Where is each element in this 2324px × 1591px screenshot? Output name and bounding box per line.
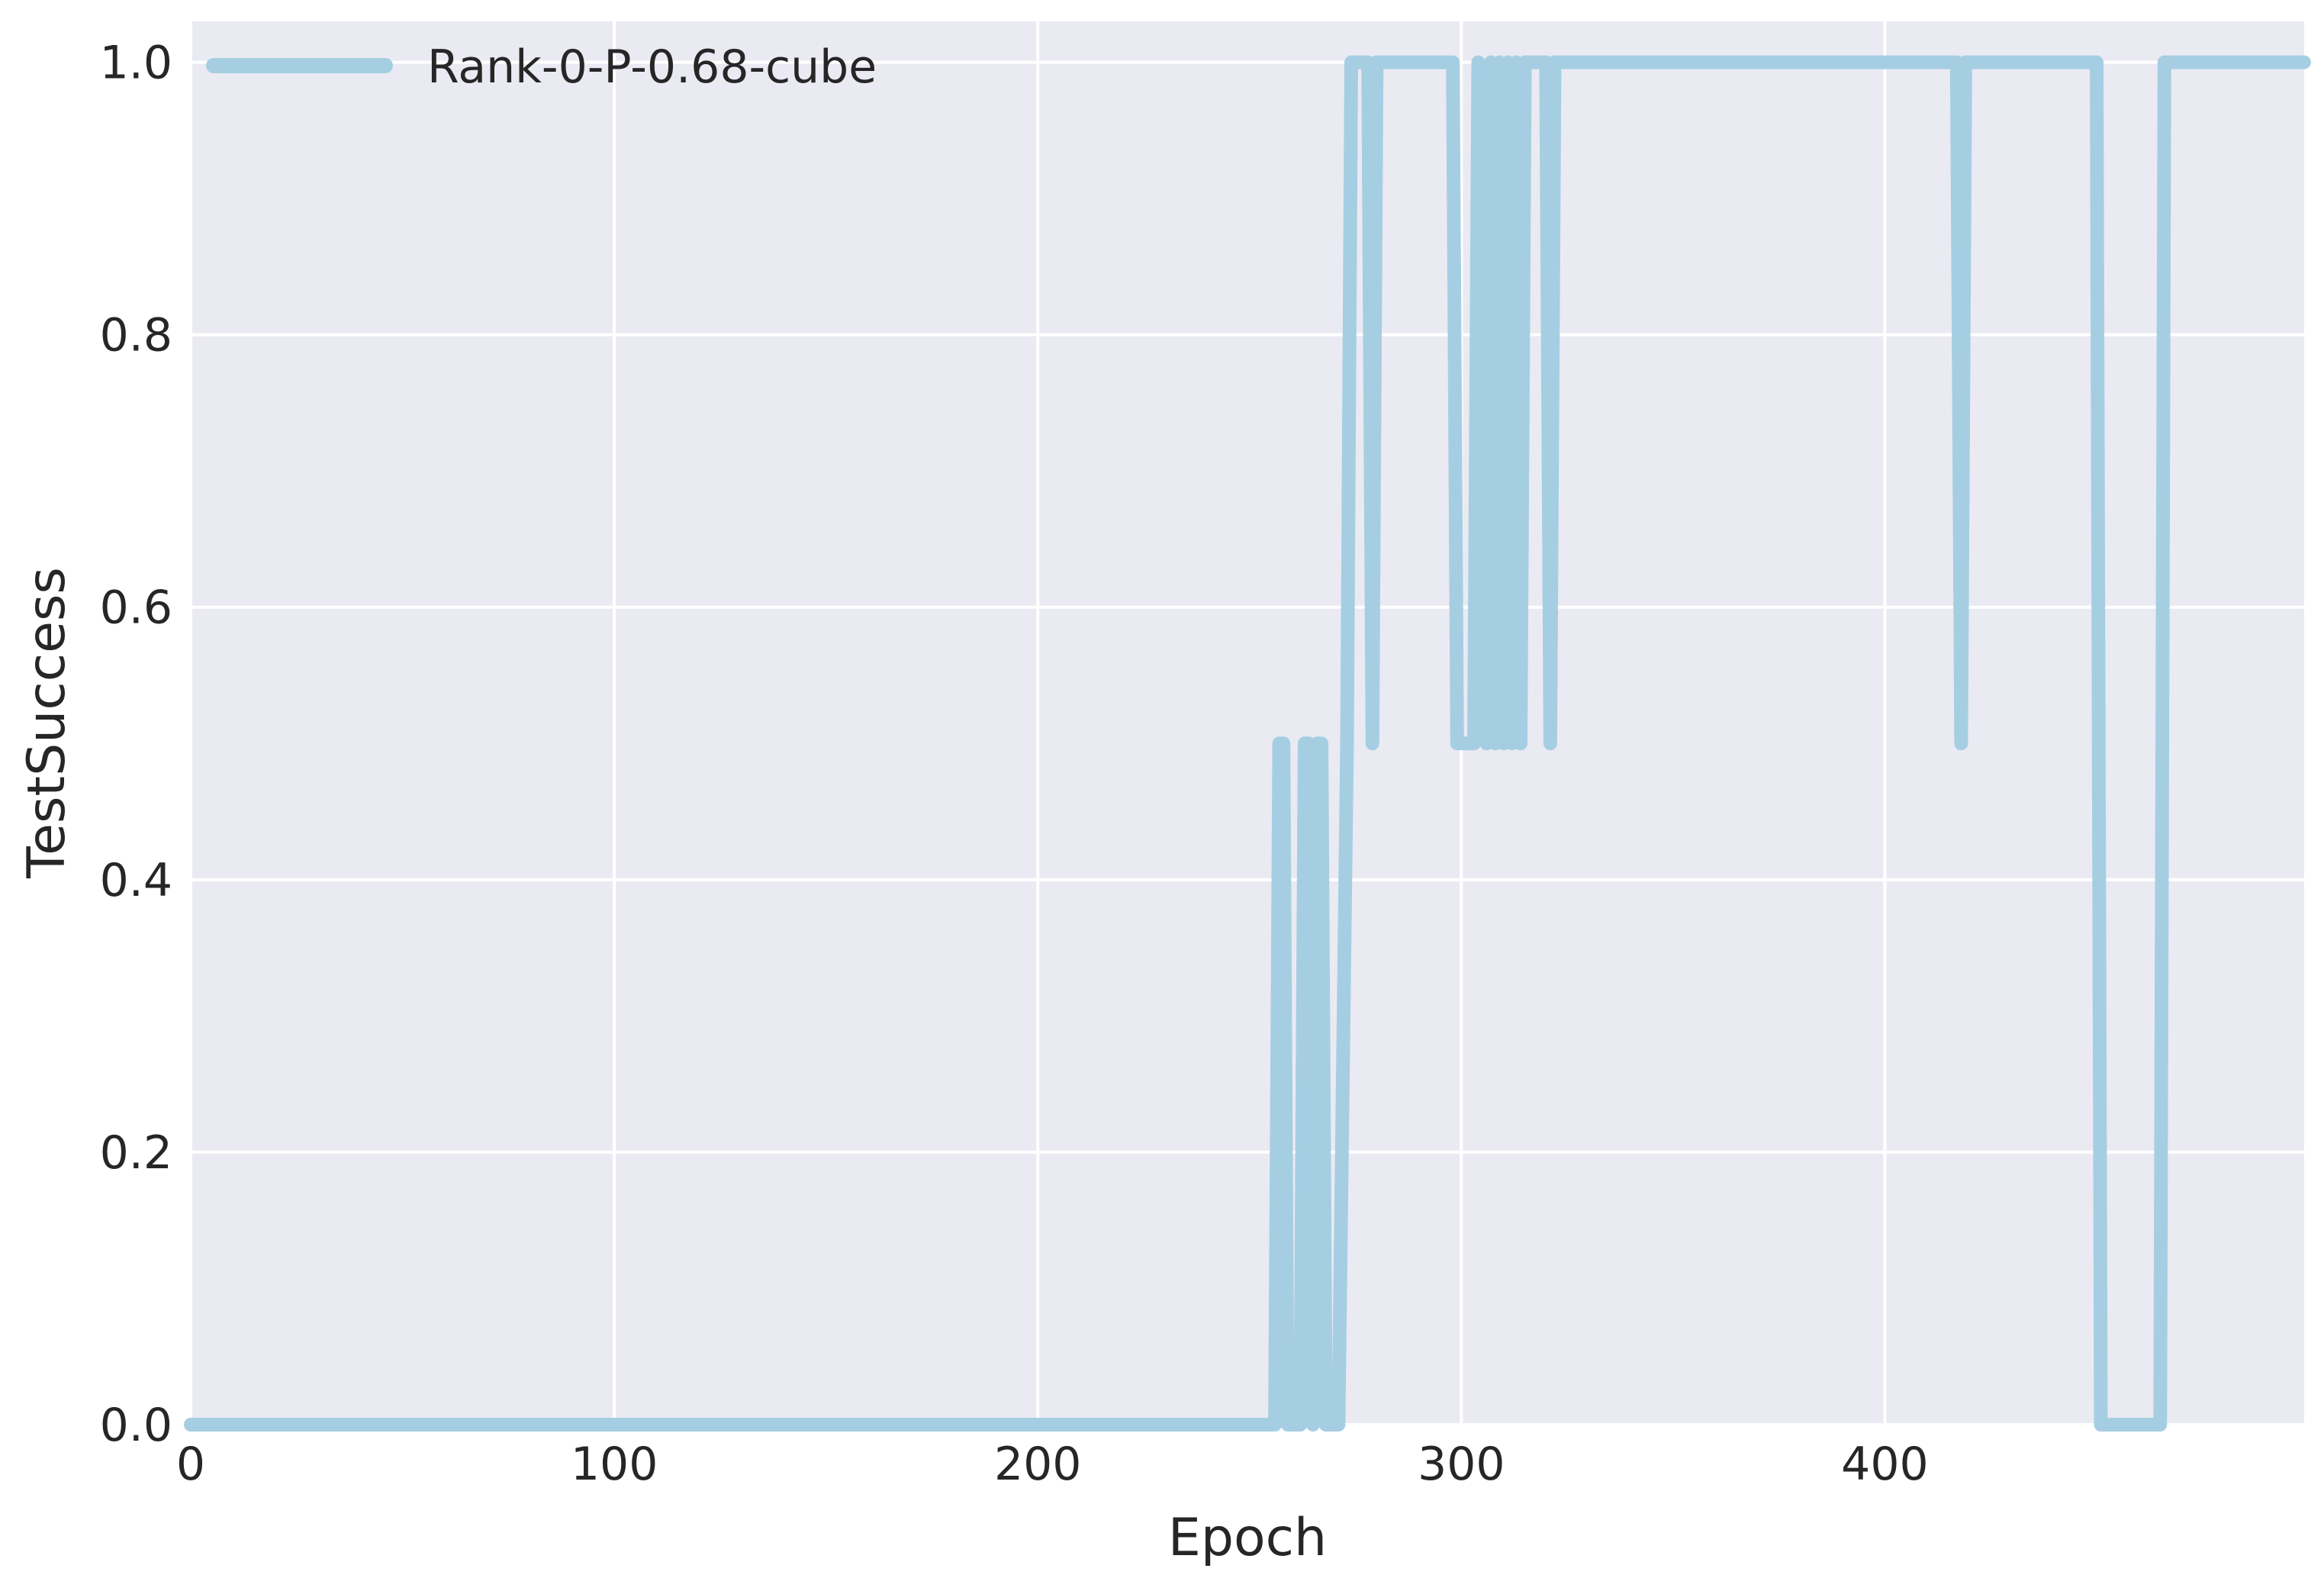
series-layer bbox=[184, 55, 2311, 1432]
x-tick-label: 200 bbox=[994, 1438, 1082, 1491]
y-tick-label: 0.8 bbox=[100, 309, 172, 362]
x-tick-label: 100 bbox=[571, 1438, 658, 1491]
x-tick-label: 0 bbox=[176, 1438, 205, 1491]
y-tick-label: 1.0 bbox=[100, 37, 172, 90]
x-tick-label: 400 bbox=[1841, 1438, 1929, 1491]
y-tick-label: 0.2 bbox=[100, 1126, 172, 1180]
y-tick-labels: 0.0 0.2 0.4 0.6 0.8 1.0 bbox=[100, 37, 172, 1452]
y-tick-label: 0.4 bbox=[100, 854, 172, 907]
x-tick-label: 300 bbox=[1418, 1438, 1505, 1491]
plot-background bbox=[191, 21, 2304, 1425]
y-tick-label: 0.0 bbox=[100, 1399, 172, 1452]
series-line bbox=[184, 55, 2311, 1432]
y-axis-label: TestSuccess bbox=[17, 567, 77, 879]
x-axis-label: Epoch bbox=[1168, 1508, 1327, 1568]
y-tick-label: 0.6 bbox=[100, 581, 172, 635]
x-tick-labels: 0 100 200 300 400 bbox=[176, 1438, 1929, 1491]
legend-label: Rank-0-P-0.68-cube bbox=[427, 40, 877, 94]
legend: Rank-0-P-0.68-cube bbox=[206, 40, 877, 94]
